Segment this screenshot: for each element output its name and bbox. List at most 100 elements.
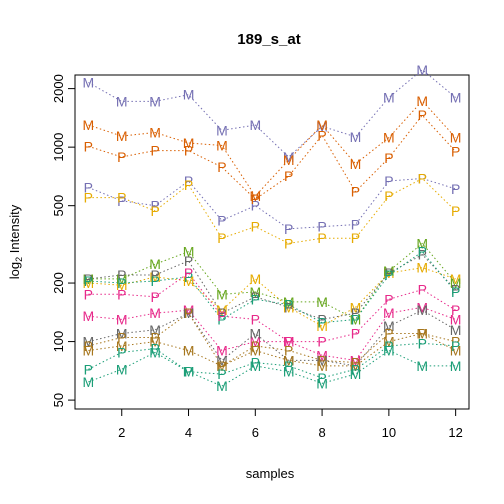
data-point: M <box>350 352 362 368</box>
data-point: P <box>184 305 193 321</box>
data-point: P <box>84 180 93 196</box>
data-point: P <box>451 143 460 159</box>
data-point: M <box>249 188 261 204</box>
data-point: P <box>251 338 260 354</box>
data-point: P <box>451 203 460 219</box>
data-point: M <box>283 149 295 165</box>
data-point: M <box>116 93 128 109</box>
data-point: P <box>384 173 393 189</box>
data-point: M <box>450 311 462 327</box>
data-point: M <box>383 305 395 321</box>
data-point: M <box>216 302 228 318</box>
data-point: P <box>351 217 360 233</box>
data-point: P <box>150 267 159 283</box>
data-point: M <box>416 235 428 251</box>
data-point: P <box>117 286 126 302</box>
data-point: P <box>451 284 460 300</box>
data-point: P <box>84 271 93 287</box>
data-point: M <box>350 129 362 145</box>
data-point: P <box>251 355 260 371</box>
data-point: M <box>149 344 161 360</box>
data-point: P <box>284 342 293 358</box>
data-point: P <box>451 181 460 197</box>
data-point: M <box>249 334 261 350</box>
data-point: P <box>150 289 159 305</box>
data-point: M <box>83 75 95 91</box>
data-point: M <box>83 271 95 287</box>
data-point: P <box>384 291 393 307</box>
data-point: P <box>150 329 159 345</box>
data-point: M <box>249 326 261 342</box>
data-point: P <box>184 143 193 159</box>
data-point: P <box>418 326 427 342</box>
x-tick-label: 4 <box>185 425 192 440</box>
y-tick-label: 200 <box>51 272 66 294</box>
data-point: P <box>284 297 293 313</box>
data-point: P <box>351 184 360 200</box>
data-point: M <box>116 271 128 287</box>
data-point: M <box>450 342 462 358</box>
data-point: M <box>316 347 328 363</box>
data-point: M <box>416 358 428 374</box>
data-point: P <box>217 366 226 382</box>
data-point: M <box>183 342 195 358</box>
data-point: M <box>450 130 462 146</box>
chart-title: 189_s_at <box>237 31 300 48</box>
data-point: M <box>116 128 128 144</box>
series-line-5 <box>88 267 456 327</box>
data-point: M <box>416 93 428 109</box>
data-point: P <box>351 361 360 377</box>
data-point: P <box>251 198 260 214</box>
data-point: P <box>317 352 326 368</box>
data-point: M <box>249 342 261 358</box>
x-tick-label: 2 <box>118 425 125 440</box>
data-point: P <box>84 361 93 377</box>
series-line-14 <box>88 342 456 379</box>
data-point: M <box>383 130 395 146</box>
data-point: P <box>418 107 427 123</box>
data-point: P <box>184 253 193 269</box>
data-point: M <box>149 322 161 338</box>
data-point: M <box>249 358 261 374</box>
data-point: M <box>116 326 128 342</box>
data-point: M <box>183 305 195 321</box>
data-point: M <box>383 265 395 281</box>
series-line-2 <box>88 100 456 197</box>
data-point: M <box>316 318 328 334</box>
data-point: P <box>251 311 260 327</box>
data-point: M <box>316 358 328 374</box>
data-point: P <box>384 267 393 283</box>
data-point: P <box>150 341 159 357</box>
data-point: P <box>317 127 326 143</box>
data-point: M <box>83 342 95 358</box>
data-point: P <box>150 143 159 159</box>
data-point: M <box>383 318 395 334</box>
data-point: P <box>217 358 226 374</box>
series-line-7 <box>88 253 456 320</box>
data-point: P <box>251 291 260 307</box>
data-point: M <box>149 269 161 285</box>
data-point: P <box>351 355 360 371</box>
data-point: M <box>283 364 295 380</box>
data-point: P <box>217 230 226 246</box>
data-point: P <box>117 275 126 291</box>
y-axis: 50 100 200 500 1000 2000 <box>51 74 76 407</box>
data-point: P <box>117 193 126 209</box>
data-point: M <box>283 352 295 368</box>
y-tick-label: 1000 <box>51 133 66 162</box>
data-point: M <box>416 260 428 276</box>
data-point: P <box>184 364 193 380</box>
y-tick-label: 2000 <box>51 74 66 103</box>
data-point: M <box>249 284 261 300</box>
data-point: P <box>150 198 159 214</box>
data-point: M <box>149 93 161 109</box>
data-point: M <box>183 302 195 318</box>
data-point: P <box>217 305 226 321</box>
data-point: M <box>283 334 295 350</box>
data-point: M <box>216 137 228 153</box>
data-point: P <box>184 173 193 189</box>
data-point: P <box>84 286 93 302</box>
data-point: P <box>251 219 260 235</box>
data-point: P <box>384 150 393 166</box>
